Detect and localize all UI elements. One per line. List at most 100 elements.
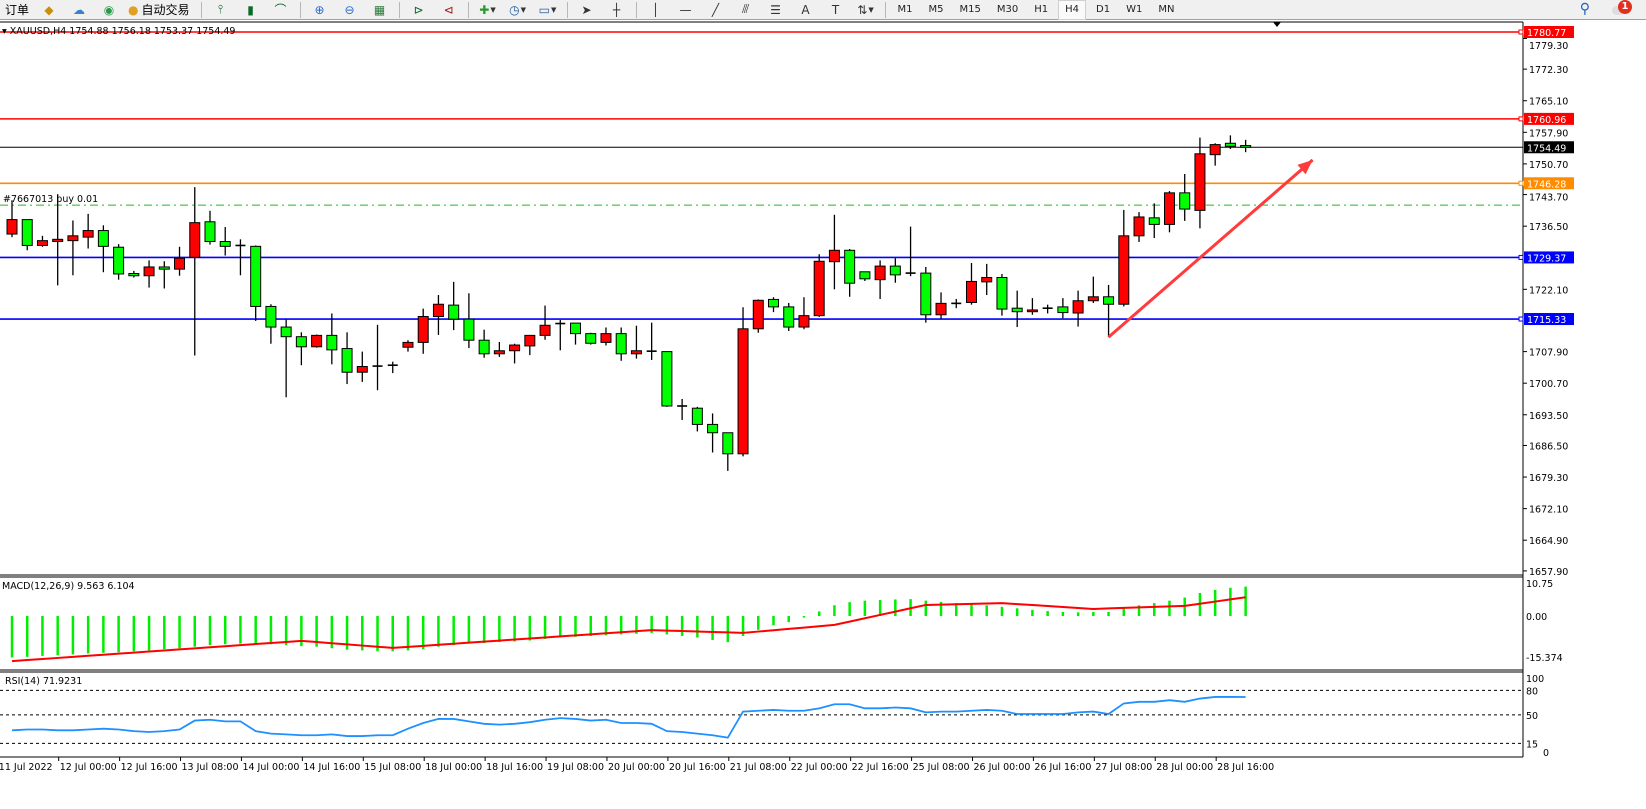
candle <box>493 341 505 357</box>
candle-body <box>965 280 977 303</box>
autotrade-button[interactable]: ● 自动交易 <box>126 1 195 19</box>
cursor-icon[interactable]: ➤ <box>581 2 592 17</box>
timeframe-d1[interactable]: D1 <box>1096 4 1111 15</box>
candle <box>143 260 155 288</box>
candle <box>965 263 977 305</box>
candle-body <box>722 432 734 455</box>
candle <box>1240 139 1252 153</box>
candle <box>235 239 246 276</box>
tile-windows-icon[interactable]: ▦ <box>373 2 386 17</box>
price-tick-label: 1707.90 <box>1529 348 1568 359</box>
candle-body <box>707 423 719 434</box>
candle <box>1148 203 1160 239</box>
cloud-signals-icon[interactable]: ☁ <box>73 2 86 17</box>
text-label-icon[interactable]: T <box>831 2 840 17</box>
candle-body <box>52 238 64 243</box>
macd-axis-label: -15.374 <box>1526 653 1563 664</box>
candle-body <box>844 249 856 284</box>
candle <box>52 194 64 286</box>
candle <box>1209 143 1221 166</box>
fibonacci-retracement-icon[interactable]: ☰ <box>770 2 781 17</box>
price-tick-label: 1750.70 <box>1529 160 1568 171</box>
candle <box>478 329 490 358</box>
candle <box>113 244 125 280</box>
templates-icon: ▭ <box>538 2 550 17</box>
price-label-bg <box>1524 177 1574 190</box>
candle <box>752 299 764 333</box>
timeframe-h4[interactable]: H4 <box>1058 0 1087 20</box>
trendline-icon[interactable]: ╱ <box>711 2 720 17</box>
candlestick-icon[interactable]: ▮ <box>247 2 254 17</box>
time-tick-label: 18 Jul 00:00 <box>425 762 482 773</box>
autoscroll-icon[interactable]: ⊳ <box>413 2 424 17</box>
candle-body <box>828 249 840 263</box>
candle-body <box>1057 306 1069 314</box>
candle <box>158 261 170 289</box>
fibonacci-fan-icon[interactable]: ⫻ <box>741 2 750 16</box>
candle-body <box>981 276 993 283</box>
zoom-out-icon[interactable]: ⊖ <box>344 2 355 17</box>
time-tick-label: 13 Jul 08:00 <box>182 762 239 773</box>
candle-body <box>1072 300 1084 314</box>
templates-button[interactable]: ▭ ▼ <box>535 1 561 19</box>
orders-button[interactable]: 订单 <box>5 3 30 17</box>
time-tick-label: 14 Jul 16:00 <box>303 762 360 773</box>
vertical-line-icon[interactable]: │ <box>651 2 660 17</box>
line-handle-icon <box>1518 316 1524 322</box>
radio-icon[interactable]: ◉ <box>103 2 115 17</box>
timeframe-m30[interactable]: M30 <box>996 4 1019 15</box>
timeframe-m15[interactable]: M15 <box>959 4 981 15</box>
text-icon[interactable]: A <box>801 2 810 17</box>
candle-body <box>219 241 231 247</box>
candle <box>1087 276 1099 303</box>
timeframe-h1[interactable]: H1 <box>1034 4 1049 15</box>
crosshair-icon[interactable]: ┼ <box>612 2 621 17</box>
candle <box>67 220 79 276</box>
time-tick-label: 12 Jul 00:00 <box>60 762 117 773</box>
timeframe-mn[interactable]: MN <box>1158 4 1175 15</box>
zoom-in-icon[interactable]: ⊕ <box>314 2 325 17</box>
candle <box>402 340 414 352</box>
candle-body <box>265 305 277 328</box>
candle-body <box>585 333 597 344</box>
timeframe-w1[interactable]: W1 <box>1126 4 1143 15</box>
candle-body <box>356 366 368 373</box>
indicators-button[interactable]: ✚ ▼ <box>475 1 501 19</box>
timeframe-m1[interactable]: M1 <box>897 4 913 15</box>
candle <box>539 305 551 340</box>
timeframe-m5[interactable]: M5 <box>928 4 944 15</box>
time-tick-label: 28 Jul 00:00 <box>1156 762 1213 773</box>
candle <box>783 302 795 331</box>
candle <box>677 398 688 421</box>
candle-body <box>280 326 292 338</box>
candle <box>417 308 429 354</box>
notifications-button[interactable]: 1 <box>1612 0 1632 18</box>
candle <box>372 324 383 391</box>
price-label-bg <box>1524 26 1574 38</box>
bar-chart-icon[interactable]: ⫯ <box>217 2 224 16</box>
candle-body <box>935 302 947 316</box>
candle <box>768 297 779 313</box>
candle <box>250 245 262 321</box>
candle-body <box>752 299 764 330</box>
toolbar-divider <box>299 1 301 18</box>
trend-arrow-line <box>1107 158 1314 339</box>
candle <box>737 307 749 457</box>
candle <box>920 266 932 323</box>
price-line-label: 1780.77 <box>1527 28 1566 39</box>
rsi-line <box>11 696 1246 739</box>
line-chart-icon[interactable]: ⌒ <box>274 3 287 17</box>
periods-button[interactable]: ◷ ▼ <box>505 1 531 19</box>
market-watch-icon[interactable]: ◆ <box>44 2 54 17</box>
search-icon[interactable]: ⚲ <box>1579 1 1590 17</box>
candle <box>219 227 231 256</box>
chart-shift-icon[interactable]: ⊲ <box>443 2 454 17</box>
candle-body <box>204 221 216 243</box>
candle-body <box>432 303 444 318</box>
toolbar-divider <box>566 1 568 18</box>
candle <box>981 263 993 296</box>
horizontal-line-icon[interactable]: — <box>679 2 692 17</box>
arrows-button[interactable]: ⇅ ▼ <box>853 1 879 19</box>
price-tick-label: 1657.90 <box>1529 567 1568 578</box>
